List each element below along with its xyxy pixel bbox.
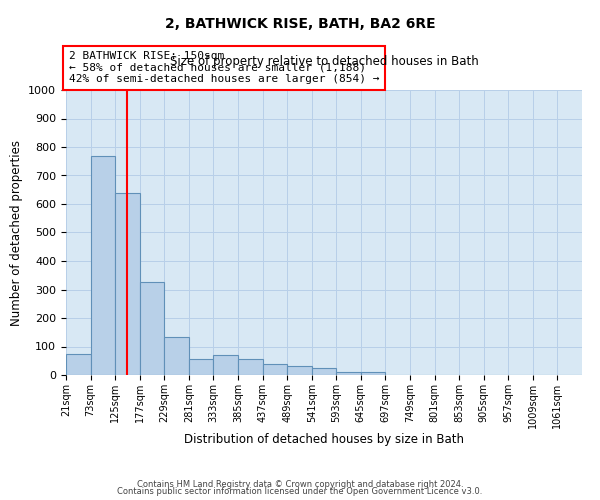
Text: Contains HM Land Registry data © Crown copyright and database right 2024.: Contains HM Land Registry data © Crown c… <box>137 480 463 489</box>
Bar <box>361 372 385 375</box>
Bar <box>287 366 312 375</box>
Bar <box>91 156 115 375</box>
Title: Size of property relative to detached houses in Bath: Size of property relative to detached ho… <box>170 55 478 68</box>
Y-axis label: Number of detached properties: Number of detached properties <box>10 140 23 326</box>
Bar <box>66 354 91 375</box>
Bar <box>263 364 287 375</box>
Bar <box>214 355 238 375</box>
Bar <box>238 360 263 375</box>
Bar <box>312 368 336 375</box>
Bar <box>140 282 164 375</box>
X-axis label: Distribution of detached houses by size in Bath: Distribution of detached houses by size … <box>184 434 464 446</box>
Bar <box>336 372 361 375</box>
Bar <box>164 336 189 375</box>
Bar <box>115 192 140 375</box>
Text: Contains public sector information licensed under the Open Government Licence v3: Contains public sector information licen… <box>118 487 482 496</box>
Text: 2, BATHWICK RISE, BATH, BA2 6RE: 2, BATHWICK RISE, BATH, BA2 6RE <box>164 18 436 32</box>
Bar <box>189 360 214 375</box>
Text: 2 BATHWICK RISE: 150sqm
← 58% of detached houses are smaller (1,188)
42% of semi: 2 BATHWICK RISE: 150sqm ← 58% of detache… <box>68 51 379 84</box>
